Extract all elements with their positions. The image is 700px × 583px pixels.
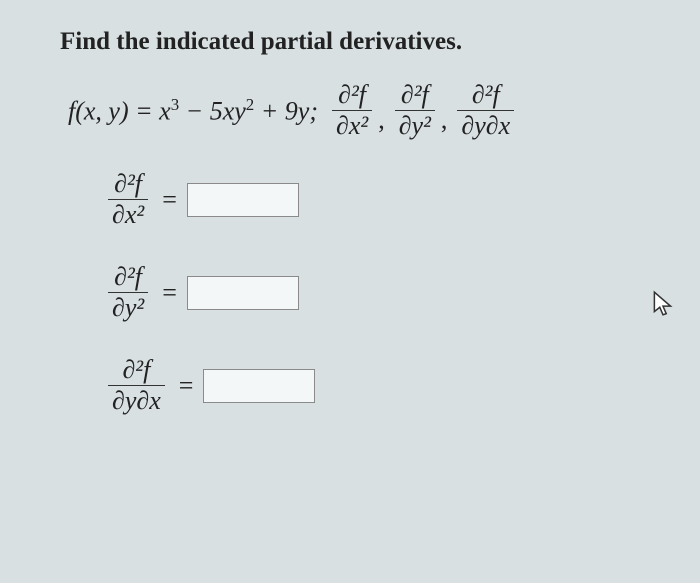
fraction-d2f-dy2: ∂²f ∂y² (395, 80, 435, 141)
denominator: ∂y² (108, 292, 148, 323)
function-definition: f(x, y) = x3 − 5xy2 + 9y; (68, 95, 318, 127)
numerator: ∂²f (110, 169, 146, 199)
answer-row-dyy: ∂²f ∂y² = (104, 262, 652, 323)
separator-comma: , (378, 105, 385, 135)
numerator: ∂²f (110, 262, 146, 292)
denominator: ∂y∂x (108, 385, 165, 416)
answer-row-dydx: ∂²f ∂y∂x = (104, 355, 652, 416)
mouse-cursor-icon (652, 290, 674, 323)
denominator: ∂x² (332, 110, 372, 141)
numerator: ∂²f (397, 80, 433, 110)
fraction-label-dydx: ∂²f ∂y∂x (108, 355, 165, 416)
question-page: Find the indicated partial derivatives. … (0, 0, 700, 468)
question-title: Find the indicated partial derivatives. (60, 28, 652, 56)
answer-input-dyy[interactable] (187, 276, 299, 310)
problem-statement: f(x, y) = x3 − 5xy2 + 9y; ∂²f ∂x² , ∂²f … (68, 80, 652, 141)
fraction-d2f-dx2: ∂²f ∂x² (332, 80, 372, 141)
answer-input-dydx[interactable] (203, 369, 315, 403)
equals-sign: = (179, 371, 194, 401)
fraction-label-dxx: ∂²f ∂x² (108, 169, 148, 230)
denominator: ∂x² (108, 199, 148, 230)
denominator: ∂y∂x (457, 110, 514, 141)
numerator: ∂²f (468, 80, 504, 110)
fraction-label-dyy: ∂²f ∂y² (108, 262, 148, 323)
fraction-d2f-dydx: ∂²f ∂y∂x (457, 80, 514, 141)
numerator: ∂²f (118, 355, 154, 385)
answer-row-dxx: ∂²f ∂x² = (104, 169, 652, 230)
answer-input-dxx[interactable] (187, 183, 299, 217)
numerator: ∂²f (334, 80, 370, 110)
denominator: ∂y² (395, 110, 435, 141)
equals-sign: = (162, 185, 177, 215)
equals-sign: = (162, 278, 177, 308)
separator-comma: , (441, 105, 448, 135)
